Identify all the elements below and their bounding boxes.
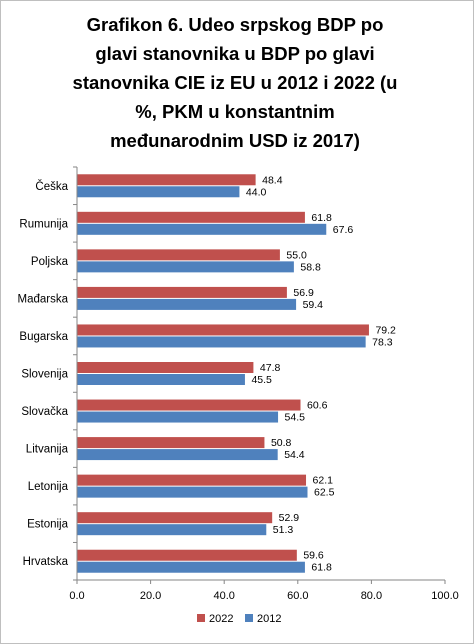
data-label-2012: 62.5 <box>314 487 335 499</box>
x-tick-label: 0.0 <box>69 590 84 602</box>
data-label-2022: 79.2 <box>375 324 396 336</box>
bar-2012 <box>77 411 279 423</box>
data-label-2022: 61.8 <box>311 212 332 224</box>
x-tick-label: 60.0 <box>287 590 308 602</box>
bar-2012 <box>77 561 305 573</box>
title-line: međunarodnim USD iz 2017) <box>110 130 360 151</box>
bar-2022 <box>77 512 273 524</box>
title-line: %, PKM u konstantnim <box>135 101 335 122</box>
bar-2012 <box>77 186 240 198</box>
category-label: Mađarska <box>18 293 69 305</box>
title-line: stanovnika CIE iz EU u 2012 i 2022 (u <box>72 72 398 93</box>
data-label-2012: 54.5 <box>285 412 306 424</box>
title-line: glavi stanovnika u BDP po glavi <box>95 43 375 64</box>
legend-swatch-2012 <box>245 614 253 622</box>
data-label-2022: 47.8 <box>260 362 281 374</box>
chart-title: Grafikon 6. Udeo srpskog BDP po glavi st… <box>30 10 440 155</box>
category-label: Slovačka <box>21 406 68 418</box>
data-label-2022: 56.9 <box>293 287 314 299</box>
bar-2022 <box>77 324 369 336</box>
data-label-2012: 61.8 <box>311 562 332 574</box>
legend-label-2012: 2012 <box>257 613 281 625</box>
bar-2022 <box>77 211 305 223</box>
category-label: Poljska <box>31 256 69 268</box>
x-tick-label: 40.0 <box>213 590 234 602</box>
bar-2022 <box>77 437 265 449</box>
data-label-2012: 67.6 <box>333 224 354 236</box>
bar-2012 <box>77 298 297 310</box>
data-label-2022: 52.9 <box>279 512 300 524</box>
bar-2012 <box>77 449 278 461</box>
data-label-2022: 55.0 <box>286 249 307 261</box>
bar-2012 <box>77 223 327 235</box>
bar-2012 <box>77 486 308 498</box>
data-label-2022: 59.6 <box>303 550 324 562</box>
bar-2022 <box>77 249 280 261</box>
data-label-2012: 78.3 <box>372 336 393 348</box>
category-label: Estonija <box>27 519 69 531</box>
data-label-2012: 58.8 <box>300 261 321 273</box>
bar-2022 <box>77 174 256 186</box>
bar-2012 <box>77 336 366 348</box>
category-label: Bugarska <box>19 331 68 343</box>
data-label-2012: 51.3 <box>273 524 294 536</box>
data-label-2022: 62.1 <box>313 475 334 487</box>
data-label-2012: 59.4 <box>303 299 324 311</box>
x-tick-label: 100.0 <box>431 590 459 602</box>
data-label-2022: 50.8 <box>271 437 292 449</box>
bar-2012 <box>77 524 267 536</box>
category-label: Rumunija <box>19 218 68 230</box>
bar-2022 <box>77 362 254 373</box>
legend-label-2022: 2022 <box>209 613 233 625</box>
category-label: Letonija <box>28 481 69 493</box>
category-label: Češka <box>35 180 68 193</box>
data-label-2012: 44.0 <box>246 186 267 198</box>
data-label-2012: 45.5 <box>251 374 272 386</box>
category-label: Slovenija <box>21 369 68 381</box>
data-label-2022: 48.4 <box>262 174 283 186</box>
bar-2012 <box>77 261 294 273</box>
bar-2022 <box>77 286 287 298</box>
bar-2022 <box>77 399 301 411</box>
bar-2022 <box>77 474 307 486</box>
x-tick-label: 20.0 <box>140 590 161 602</box>
data-label-2022: 60.6 <box>307 400 328 412</box>
category-label: Hrvatska <box>23 556 69 568</box>
bar-2012 <box>77 374 245 385</box>
category-label: Litvanija <box>26 444 69 456</box>
title-line: Grafikon 6. Udeo srpskog BDP po <box>86 14 384 35</box>
legend-swatch-2022 <box>197 614 205 622</box>
x-tick-label: 80.0 <box>361 590 382 602</box>
data-label-2012: 54.4 <box>284 449 305 461</box>
bar-2022 <box>77 549 297 561</box>
